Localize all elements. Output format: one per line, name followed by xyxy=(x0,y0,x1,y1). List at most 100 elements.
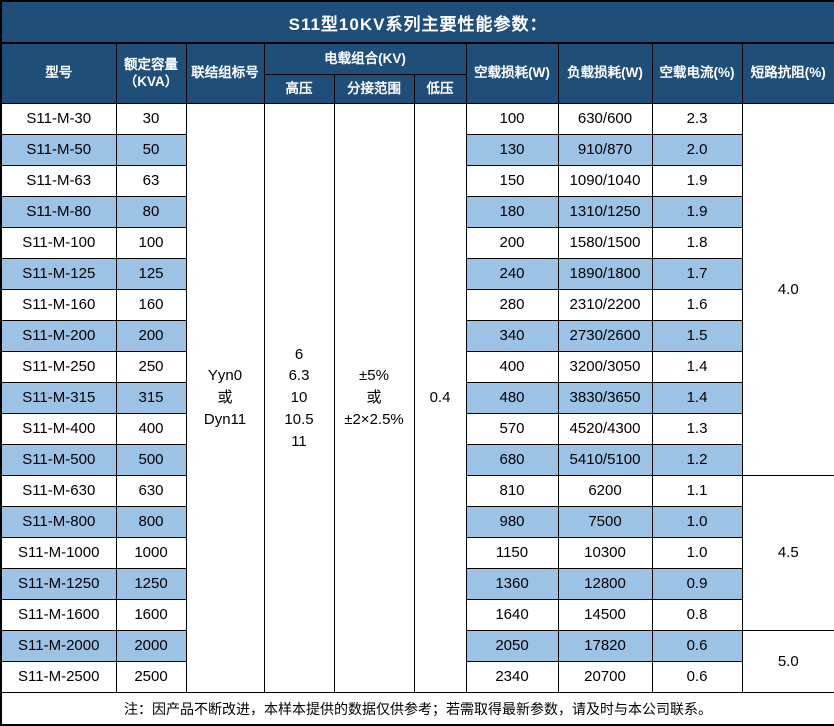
no-load-loss-cell: 100 xyxy=(465,103,559,135)
capacity-cell: 500 xyxy=(115,444,187,476)
capacity-cell: 250 xyxy=(115,351,187,383)
no-load-current-cell: 0.9 xyxy=(651,568,743,600)
header-vector-group: 联结组标号 xyxy=(185,42,265,104)
table-row: S11-M-630 630 810 6200 1.1 4.5 xyxy=(0,475,834,631)
load-loss-cell: 630/600 xyxy=(557,103,653,135)
no-load-current-cell: 0.8 xyxy=(651,599,743,631)
no-load-loss-cell: 1360 xyxy=(465,568,559,600)
title-row: S11型10KV系列主要性能参数： xyxy=(0,0,834,44)
model-cell: S11-M-400 xyxy=(0,413,117,445)
capacity-cell: 630 xyxy=(115,475,187,507)
no-load-current-cell: 1.9 xyxy=(651,196,743,228)
table-body: S11-M-30 30 Yyn0 或 Dyn11 6 6.3 10 10.5 11 ±5… xyxy=(0,103,834,693)
model-cell: S11-M-50 xyxy=(0,134,117,166)
lv-cell: 0.4 xyxy=(413,103,467,693)
no-load-loss-cell: 130 xyxy=(465,134,559,166)
table-row: S11-M-2500 2500 2340 20700 0.6 xyxy=(0,661,834,693)
load-loss-cell: 10300 xyxy=(557,537,653,569)
load-loss-cell: 3830/3650 xyxy=(557,382,653,414)
no-load-loss-cell: 1640 xyxy=(465,599,559,631)
no-load-current-cell: 1.4 xyxy=(651,382,743,414)
capacity-cell: 125 xyxy=(115,258,187,290)
load-loss-cell: 12800 xyxy=(557,568,653,600)
capacity-cell: 80 xyxy=(115,196,187,228)
model-cell: S11-M-100 xyxy=(0,227,117,259)
table-row: S11-M-63 63 150 1090/1040 1.9 xyxy=(0,165,834,197)
header-capacity: 额定容量 （KVA） xyxy=(115,42,187,104)
no-load-current-cell: 0.6 xyxy=(651,630,743,662)
load-loss-cell: 14500 xyxy=(557,599,653,631)
table-row: S11-M-30 30 Yyn0 或 Dyn11 6 6.3 10 10.5 11 ±5… xyxy=(0,103,834,693)
capacity-cell: 50 xyxy=(115,134,187,166)
model-cell: S11-M-1250 xyxy=(0,568,117,600)
header-voltage-combo: 电载组合(KV) xyxy=(263,42,467,75)
no-load-loss-cell: 680 xyxy=(465,444,559,476)
no-load-loss-cell: 400 xyxy=(465,351,559,383)
header-model: 型号 xyxy=(0,42,117,104)
model-cell: S11-M-200 xyxy=(0,320,117,352)
header-no-load-current: 空载电流(%) xyxy=(651,42,743,104)
load-loss-cell: 3200/3050 xyxy=(557,351,653,383)
no-load-loss-cell: 1150 xyxy=(465,537,559,569)
vector-group-cell: Yyn0 或 Dyn11 xyxy=(185,103,265,693)
model-cell: S11-M-1000 xyxy=(0,537,117,569)
header-no-load-loss: 空载损耗(W) xyxy=(465,42,559,104)
table-row: S11-M-2000 2000 2050 17820 0.6 5.0 xyxy=(0,630,834,693)
load-loss-cell: 1890/1800 xyxy=(557,258,653,290)
load-loss-cell: 1090/1040 xyxy=(557,165,653,197)
header-load-loss: 负载损耗(W) xyxy=(557,42,653,104)
model-cell: S11-M-630 xyxy=(0,475,117,507)
no-load-loss-cell: 280 xyxy=(465,289,559,321)
page-title: S11型10KV系列主要性能参数： xyxy=(0,0,834,44)
no-load-current-cell: 2.3 xyxy=(651,103,743,135)
no-load-current-cell: 1.5 xyxy=(651,320,743,352)
model-cell: S11-M-2000 xyxy=(0,630,117,662)
no-load-current-cell: 1.3 xyxy=(651,413,743,445)
load-loss-cell: 7500 xyxy=(557,506,653,538)
no-load-loss-cell: 2050 xyxy=(465,630,559,662)
no-load-loss-cell: 810 xyxy=(465,475,559,507)
hv-cell: 6 6.3 10 10.5 11 xyxy=(263,103,335,693)
capacity-cell: 2500 xyxy=(115,661,187,693)
capacity-cell: 63 xyxy=(115,165,187,197)
footer-row: 注：因产品不断改进，本样本提供的数据仅供参考；若需取得最新参数，请及时与本公司联… xyxy=(0,692,834,726)
no-load-loss-cell: 480 xyxy=(465,382,559,414)
table-footer: 注：因产品不断改进，本样本提供的数据仅供参考；若需取得最新参数，请及时与本公司联… xyxy=(0,692,834,726)
no-load-loss-cell: 150 xyxy=(465,165,559,197)
table-row: S11-M-1250 1250 1360 12800 0.9 xyxy=(0,568,834,600)
no-load-current-cell: 1.9 xyxy=(651,165,743,197)
table-row: S11-M-500 500 680 5410/5100 1.2 xyxy=(0,444,834,476)
capacity-cell: 30 xyxy=(115,103,187,135)
no-load-current-cell: 1.0 xyxy=(651,537,743,569)
load-loss-cell: 17820 xyxy=(557,630,653,662)
model-cell: S11-M-80 xyxy=(0,196,117,228)
impedance-cell: 4.0 xyxy=(741,103,834,476)
load-loss-cell: 6200 xyxy=(557,475,653,507)
no-load-loss-cell: 2340 xyxy=(465,661,559,693)
capacity-cell: 1600 xyxy=(115,599,187,631)
no-load-current-cell: 1.7 xyxy=(651,258,743,290)
model-cell: S11-M-315 xyxy=(0,382,117,414)
capacity-cell: 1250 xyxy=(115,568,187,600)
load-loss-cell: 2730/2600 xyxy=(557,320,653,352)
model-cell: S11-M-160 xyxy=(0,289,117,321)
no-load-current-cell: 1.1 xyxy=(651,475,743,507)
table-row: S11-M-125 125 240 1890/1800 1.7 xyxy=(0,258,834,290)
model-cell: S11-M-800 xyxy=(0,506,117,538)
no-load-current-cell: 1.4 xyxy=(651,351,743,383)
header-row-1: 型号 额定容量 （KVA） 联结组标号 电载组合(KV) 空载损耗(W) 负载损… xyxy=(0,42,834,104)
table-row: S11-M-315 315 480 3830/3650 1.4 xyxy=(0,382,834,414)
capacity-cell: 315 xyxy=(115,382,187,414)
capacity-cell: 800 xyxy=(115,506,187,538)
header-lv: 低压 xyxy=(413,74,467,104)
no-load-loss-cell: 980 xyxy=(465,506,559,538)
load-loss-cell: 1310/1250 xyxy=(557,196,653,228)
capacity-cell: 200 xyxy=(115,320,187,352)
load-loss-cell: 1580/1500 xyxy=(557,227,653,259)
no-load-loss-cell: 180 xyxy=(465,196,559,228)
no-load-current-cell: 1.2 xyxy=(651,444,743,476)
capacity-cell: 400 xyxy=(115,413,187,445)
no-load-current-cell: 2.0 xyxy=(651,134,743,166)
